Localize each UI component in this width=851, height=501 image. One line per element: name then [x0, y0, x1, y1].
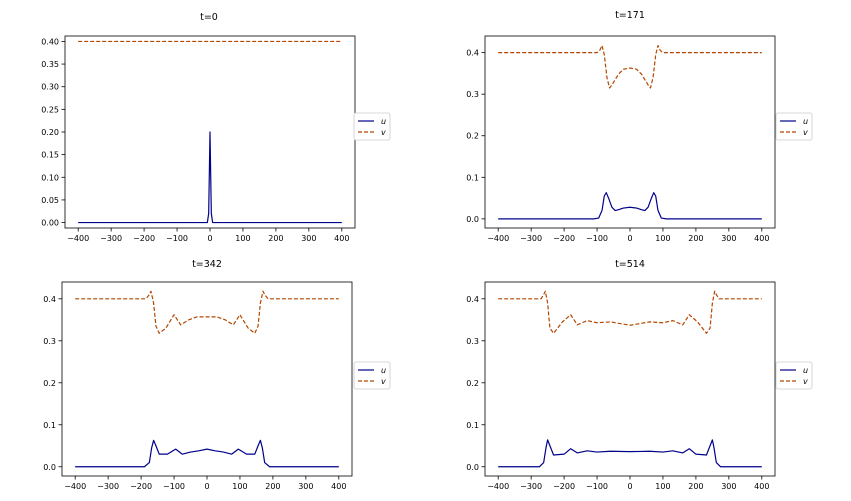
y-tick-label: 0.4 — [466, 49, 479, 58]
axes-frame — [61, 281, 353, 477]
legend-box — [775, 361, 813, 390]
x-tick-label: −300 — [520, 234, 542, 243]
legend-box — [775, 112, 813, 141]
legend-label-v: v — [803, 377, 808, 386]
legend-label-u: u — [803, 117, 808, 126]
x-tick-label: −400 — [67, 234, 89, 243]
y-tick-label: 0.1 — [466, 173, 479, 182]
y-tick-label: 0.3 — [466, 337, 479, 346]
y-tick-label: 0.2 — [466, 132, 479, 141]
legend-label-u: u — [381, 117, 386, 126]
x-tick-label: −100 — [586, 482, 608, 491]
plot-title: t=0 — [200, 12, 218, 23]
subplot-2: t=171 −400 −300 −200 −100 0 100 200 300 400 0.0 0.1… — [466, 10, 813, 243]
x-tick-label: −300 — [520, 482, 542, 491]
y-tick-label: 0.3 — [43, 337, 56, 346]
legend: uv — [775, 112, 813, 141]
series-line-v — [498, 44, 762, 89]
plot-title: t=171 — [615, 10, 645, 21]
x-tick-label: 0 — [627, 234, 632, 243]
x-tick-label: 300 — [298, 482, 313, 491]
plot-title: t=342 — [192, 259, 222, 270]
y-tick-label: 0.30 — [41, 83, 59, 92]
x-tick-label: −300 — [100, 234, 122, 243]
x-tick-label: 0 — [627, 482, 632, 491]
x-tick-label: −200 — [133, 234, 155, 243]
series-line-v — [498, 290, 762, 334]
x-tick-label: −200 — [553, 234, 575, 243]
subplot-1: t=0 −400 −300 −200 −100 0 100 200 300 400 0.00 0.05… — [41, 12, 391, 243]
y-tick-label: 0.00 — [41, 219, 59, 228]
legend-label-u: u — [381, 366, 386, 375]
x-tick-label: 400 — [754, 482, 769, 491]
subplot-3: t=342 −400 −300 −200 −100 0 100 200 300 400 0.0 0.1… — [43, 259, 391, 491]
x-tick-label: 200 — [265, 482, 280, 491]
x-tick-label: −100 — [586, 234, 608, 243]
x-tick-label: 400 — [334, 234, 349, 243]
x-tick-label: 100 — [235, 234, 250, 243]
x-tick-label: 200 — [688, 234, 703, 243]
x-tick-label: −400 — [487, 234, 509, 243]
x-tick-label: 100 — [232, 482, 247, 491]
legend-label-v: v — [381, 377, 386, 386]
legend-box — [353, 112, 391, 141]
y-tick-label: 0.35 — [41, 60, 59, 69]
x-tick-label: 400 — [331, 482, 346, 491]
y-tick-label: 0.2 — [466, 379, 479, 388]
legend-box — [353, 361, 391, 390]
x-tick-label: 0 — [207, 234, 212, 243]
plot-title: t=514 — [615, 259, 645, 270]
x-tick-label: 300 — [301, 234, 316, 243]
y-tick-label: 0.0 — [466, 215, 479, 224]
legend-label-v: v — [803, 128, 808, 137]
y-tick-label: 0.0 — [466, 463, 479, 472]
x-tick-label: 0 — [204, 482, 209, 491]
x-tick-label: −200 — [130, 482, 152, 491]
axes-frame — [484, 281, 776, 477]
legend: uv — [353, 112, 391, 141]
x-tick-label: 200 — [268, 234, 283, 243]
y-tick-label: 0.20 — [41, 128, 59, 137]
x-tick-label: 300 — [721, 482, 736, 491]
x-tick-label: 300 — [721, 234, 736, 243]
y-tick-label: 0.4 — [43, 295, 56, 304]
y-tick-label: 0.3 — [466, 90, 479, 99]
series-line-u — [498, 439, 762, 468]
series-line-u — [498, 192, 762, 220]
series-line-v — [75, 290, 339, 334]
series-line-u — [78, 131, 342, 224]
y-tick-label: 0.10 — [41, 173, 59, 182]
y-tick-label: 0.1 — [466, 421, 479, 430]
legend-label-u: u — [803, 366, 808, 375]
y-tick-label: 0.1 — [43, 421, 56, 430]
subplot-4: t=514 −400 −300 −200 −100 0 100 200 300 400 0.0 0.1… — [466, 259, 813, 491]
legend: uv — [775, 361, 813, 390]
y-tick-label: 0.15 — [41, 151, 59, 160]
x-tick-label: 200 — [688, 482, 703, 491]
y-tick-label: 0.40 — [41, 37, 59, 46]
x-tick-label: 100 — [655, 234, 670, 243]
axes-frame — [484, 35, 776, 229]
x-tick-label: −400 — [64, 482, 86, 491]
legend-label-v: v — [381, 128, 386, 137]
x-tick-label: −100 — [166, 234, 188, 243]
x-tick-label: −300 — [97, 482, 119, 491]
legend: uv — [353, 361, 391, 390]
y-tick-label: 0.0 — [43, 463, 56, 472]
y-tick-label: 0.25 — [41, 105, 59, 114]
x-tick-label: −200 — [553, 482, 575, 491]
y-tick-label: 0.4 — [466, 295, 479, 304]
y-tick-label: 0.2 — [43, 379, 56, 388]
x-tick-label: −100 — [163, 482, 185, 491]
x-tick-label: 400 — [754, 234, 769, 243]
y-tick-label: 0.05 — [41, 196, 59, 205]
series-line-u — [75, 439, 339, 468]
x-tick-label: 100 — [655, 482, 670, 491]
x-tick-label: −400 — [487, 482, 509, 491]
